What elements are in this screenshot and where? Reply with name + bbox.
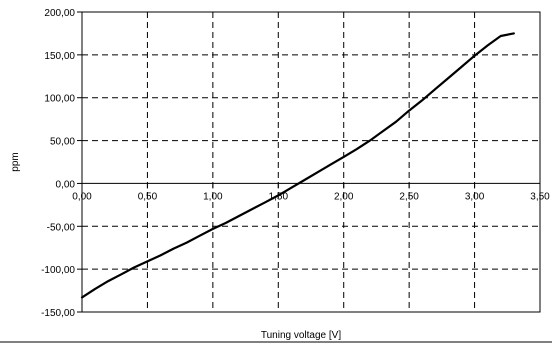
x-tick-label: 0,00: [72, 191, 92, 202]
y-tick-label: 200,00: [44, 8, 75, 19]
plot-border: [81, 11, 541, 313]
y-axis-title: ppm: [10, 152, 21, 171]
y-tick-label: 50,00: [50, 137, 75, 148]
x-axis-title: Tuning voltage [V]: [261, 330, 341, 341]
x-tick-labels: 0,00 0,50 1,00 1,50 2,00 2,50 3,00 3,50: [72, 191, 550, 202]
grid-lines: [82, 12, 540, 312]
y-tick-label: -50,00: [47, 222, 76, 233]
y-tick-label: -150,00: [41, 308, 75, 319]
y-tick-labels: -150,00 -100,00 -50,00 0,00 50,00 100,00 150,0…: [41, 8, 75, 319]
x-tick-label: 2,50: [399, 191, 419, 202]
series-layer: [80, 32, 515, 299]
x-tick-label: 0,50: [138, 191, 158, 202]
x-tick-label: 2,00: [334, 191, 354, 202]
x-tick-label: 1,50: [269, 191, 289, 202]
series-line: [80, 32, 515, 299]
y-tick-label: 0,00: [56, 179, 76, 190]
x-tick-label: 3,50: [530, 191, 550, 202]
axes: [77, 11, 541, 313]
x-tick-label: 3,00: [465, 191, 485, 202]
y-tick-label: -100,00: [41, 265, 75, 276]
y-tick-label: 100,00: [44, 94, 75, 105]
y-tick-label: 150,00: [44, 51, 75, 62]
x-tick-label: 1,00: [203, 191, 223, 202]
